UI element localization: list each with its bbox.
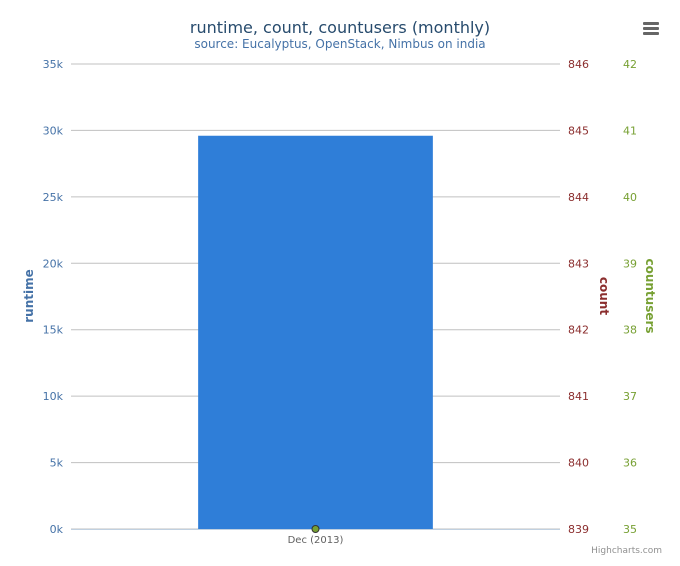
credits-link[interactable]: Highcharts.com [591,546,662,556]
runtime-tick-label: 25k [43,191,64,204]
runtime-tick-label: 20k [43,257,64,270]
hamburger-menu-icon[interactable] [638,18,664,40]
count-tick-label: 839 [568,523,589,536]
countusers-tick-label: 37 [623,390,637,403]
runtime-bar [198,135,433,529]
count-tick-label: 844 [568,191,589,204]
x-tick-label: Dec (2013) [288,535,344,546]
runtime-axis-title: runtime [22,269,36,323]
count-axis: 839 840 841 842 843 844 845 846 [568,58,589,536]
countusers-tick-label: 35 [623,523,637,536]
countusers-tick-label: 42 [623,58,637,71]
countusers-tick-label: 41 [623,124,637,137]
count-tick-label: 842 [568,324,589,337]
runtime-tick-label: 5k [50,457,64,470]
chart-subtitle: source: Eucalyptus, OpenStack, Nimbus on… [194,37,485,51]
bar-layer [198,135,433,529]
countusers-axis-title: countusers [643,258,657,333]
countusers-tick-label: 40 [623,191,637,204]
runtime-tick-label: 30k [43,124,64,137]
count-tick-label: 843 [568,257,589,270]
countusers-axis: 35 36 37 38 39 40 41 42 [623,58,637,536]
chart-title: runtime, count, countusers (monthly) [190,18,490,37]
count-tick-label: 846 [568,58,589,71]
countusers-tick-label: 39 [623,257,637,270]
countusers-tick-label: 36 [623,457,637,470]
runtime-tick-label: 10k [43,390,64,403]
runtime-tick-label: 15k [43,324,64,337]
countusers-tick-label: 38 [623,324,637,337]
count-tick-label: 841 [568,390,589,403]
count-tick-label: 845 [568,124,589,137]
runtime-axis: 0k 5k 10k 15k 20k 25k 30k 35k [43,58,64,536]
runtime-tick-label: 35k [43,58,64,71]
count-axis-title: count [597,277,611,315]
runtime-tick-label: 0k [50,523,64,536]
countusers-point [311,525,320,533]
count-tick-label: 840 [568,457,589,470]
point-layer [311,525,320,533]
